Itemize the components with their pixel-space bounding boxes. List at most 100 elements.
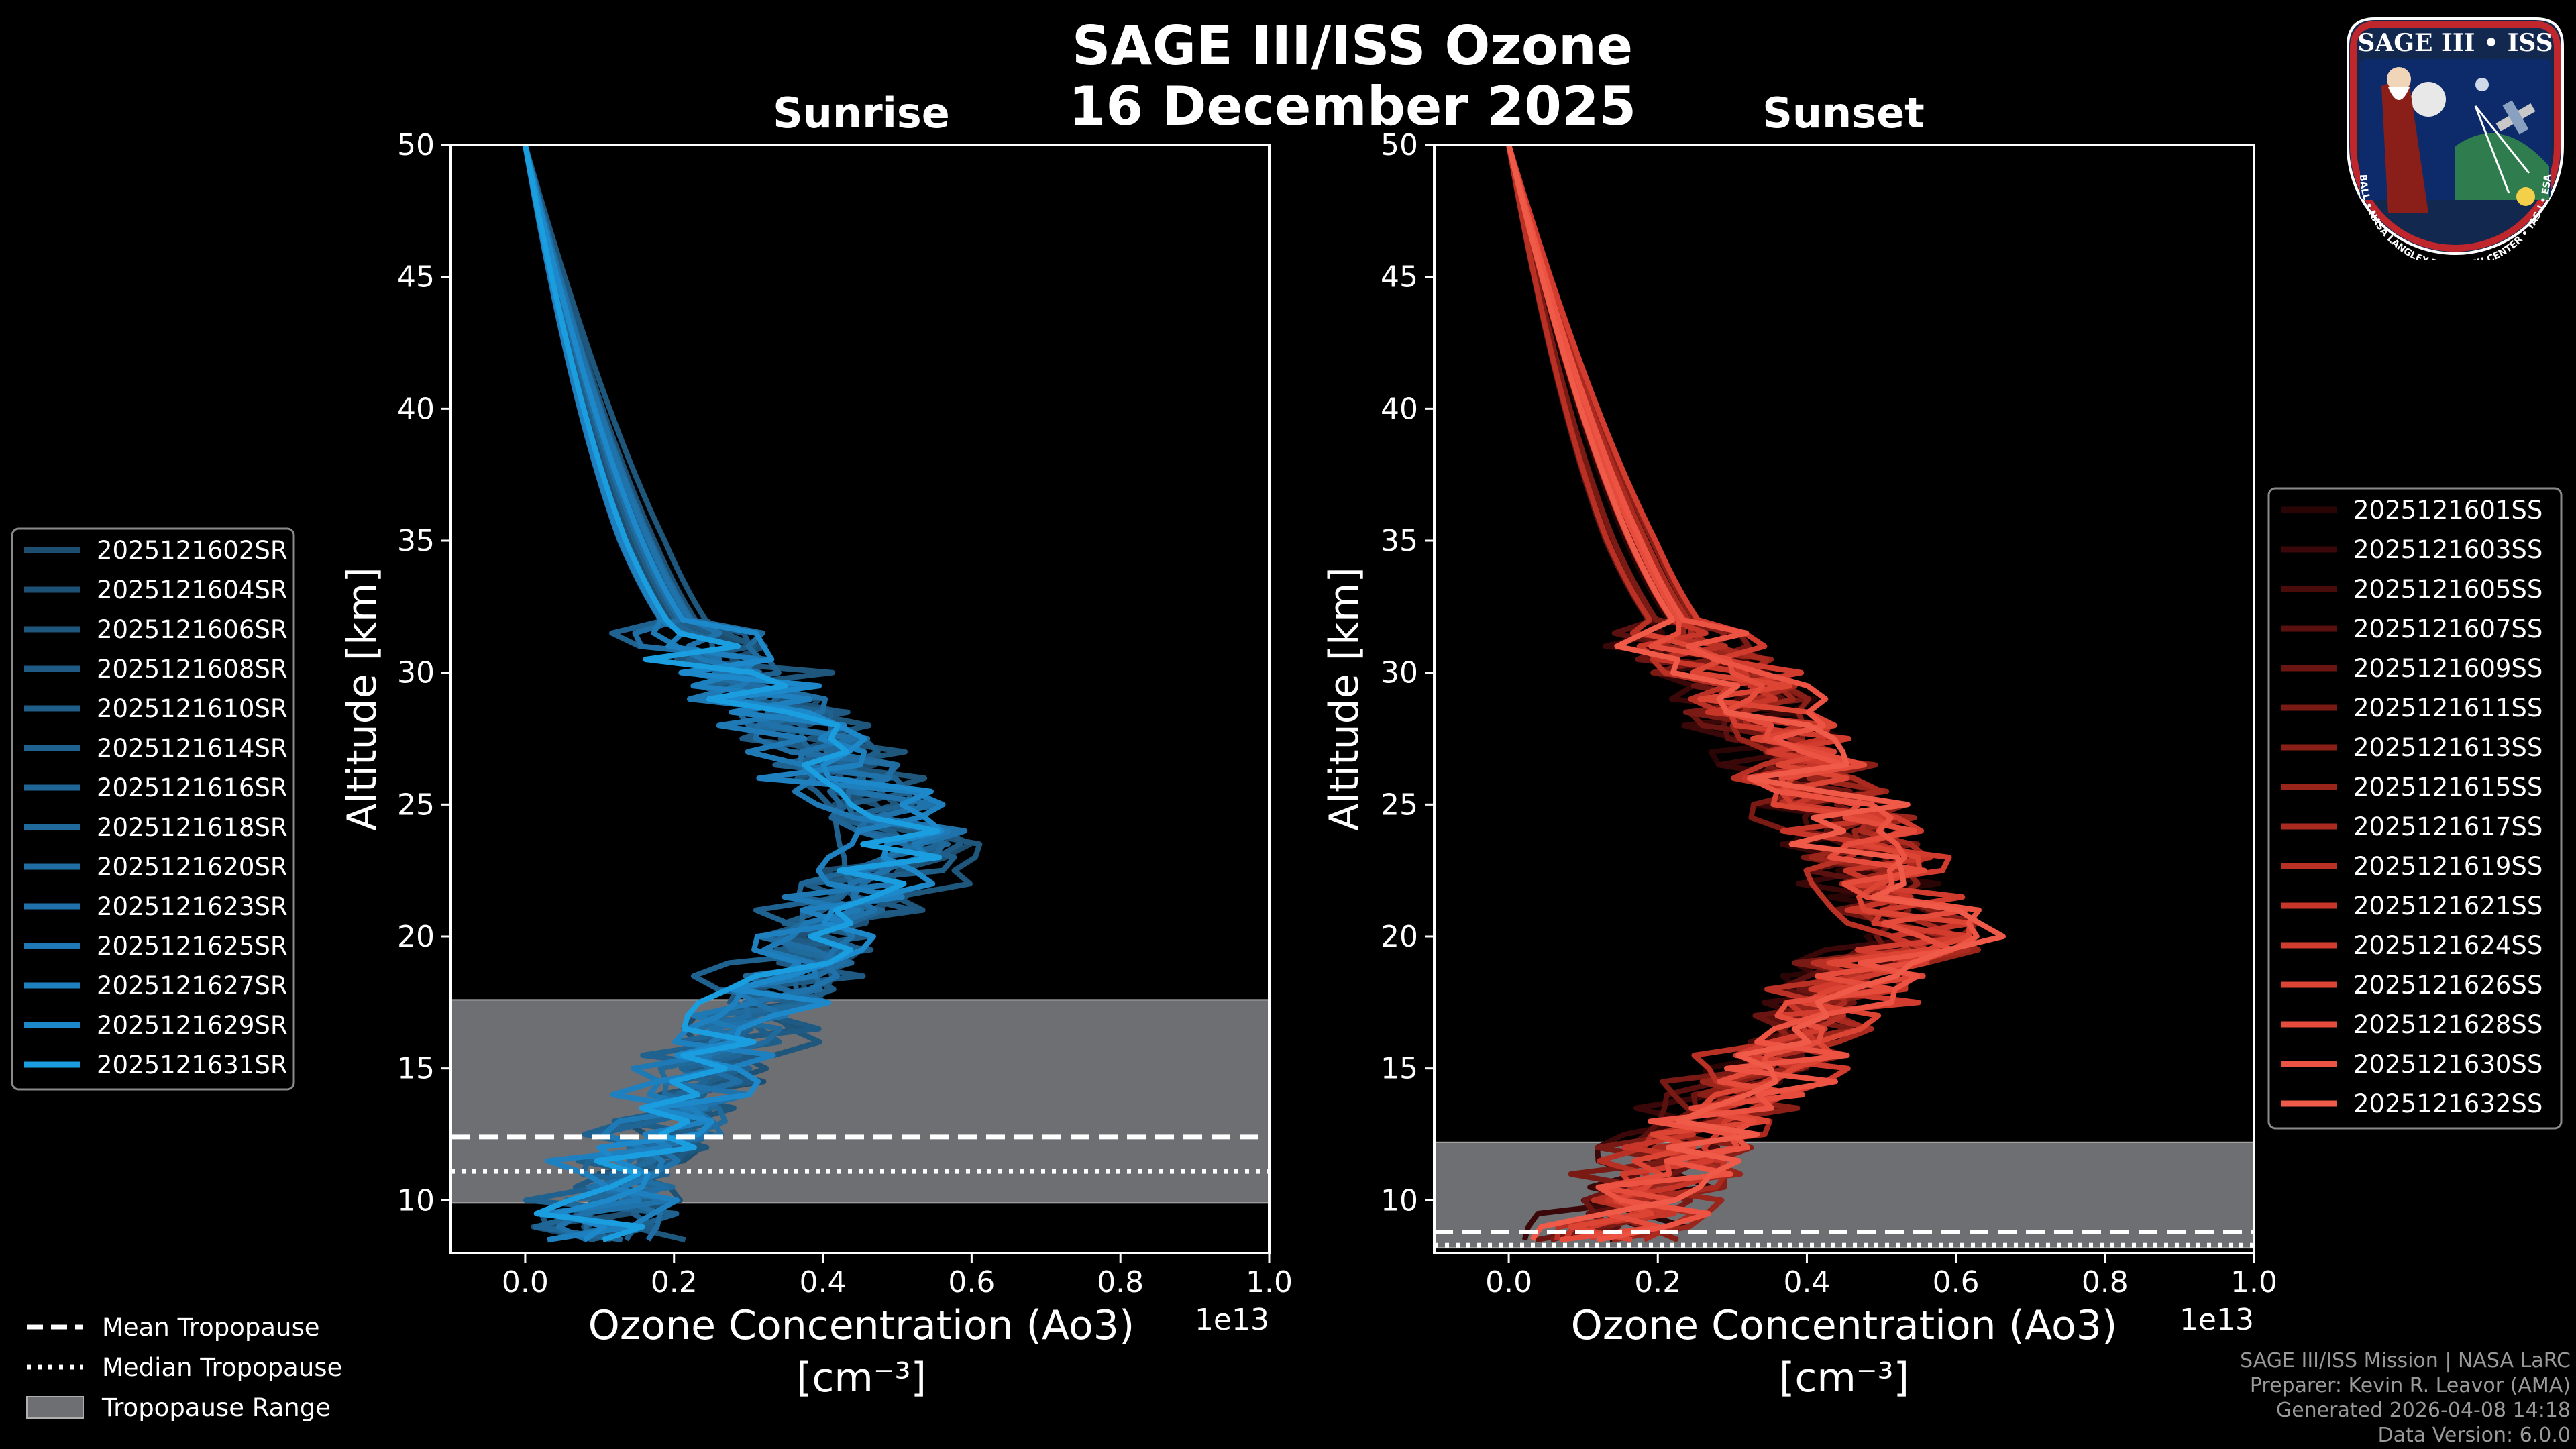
sunset-x-tick-label: 0.2	[1634, 1265, 1681, 1299]
sunrise-y-tick-label: 50	[397, 128, 435, 162]
sunset-x-scale-label: 1e13	[2180, 1303, 2254, 1337]
legend-label-2025121621SS: 2025121621SS	[2353, 892, 2542, 920]
sunrise-y-tick-label: 30	[397, 656, 435, 690]
sunset-x-axis-label: Ozone Concentration (Ao3)	[1571, 1302, 2118, 1349]
sunrise-y-tick-label: 40	[397, 392, 435, 426]
figure-title: SAGE III/ISS Ozone	[1072, 15, 1633, 77]
sunset-y-tick-label: 35	[1381, 524, 1418, 558]
sunrise-x-tick-label: 0.8	[1097, 1265, 1144, 1299]
sunrise-y-tick-label: 15	[397, 1052, 435, 1086]
legend-label-2025121617SS: 2025121617SS	[2353, 812, 2542, 841]
sunset-x-ticks: 0.0 0.2 0.4 0.6 0.8 1.0	[1485, 1253, 2277, 1299]
legend-label-2025121614SR: 2025121614SR	[97, 734, 288, 763]
legend-label-2025121626SS: 2025121626SS	[2353, 971, 2542, 1000]
legend-label-2025121623SR: 2025121623SR	[97, 892, 288, 921]
sunset-y-tick-label: 45	[1381, 260, 1418, 294]
legend-label-2025121613SS: 2025121613SS	[2353, 733, 2542, 762]
legend-label-2025121610SR: 2025121610SR	[97, 694, 288, 723]
sunrise-y-tick-label: 20	[397, 920, 435, 954]
sunset-x-tick-label: 0.8	[2082, 1265, 2129, 1299]
legend-label-2025121620SR: 2025121620SR	[97, 853, 288, 881]
sunset-x-tick-label: 1.0	[2231, 1265, 2277, 1299]
sunrise-legend: 2025121602SR 2025121604SR 2025121606SR 2025…	[11, 527, 295, 1091]
sunrise-panel-title: Sunrise	[773, 89, 950, 138]
legend-label-2025121609SS: 2025121609SS	[2353, 654, 2542, 683]
sunset-legend: 2025121601SS 2025121603SS 2025121605SS 2025…	[2267, 487, 2563, 1130]
legend-label-2025121619SS: 2025121619SS	[2353, 852, 2542, 881]
sunset-y-tick-label: 30	[1381, 656, 1418, 690]
sunset-tropopause-lines	[1434, 1230, 2254, 1248]
legend-label-2025121628SS: 2025121628SS	[2353, 1010, 2542, 1039]
sunrise-y-tick-label: 25	[397, 788, 435, 822]
sunrise-x-ticks: 0.0 0.2 0.4 0.6 0.8 1.0	[502, 1253, 1293, 1299]
sunset-y-ticks: 10 15 20 25 30 35 40 45 50	[1381, 128, 1434, 1218]
logo-title: SAGE III • ISS	[2357, 29, 2553, 57]
sunrise-y-ticks: 10 15 20 25 30 35 40 45 50	[397, 128, 451, 1218]
legend-label-2025121607SS: 2025121607SS	[2353, 614, 2542, 643]
legend-label-2025121605SS: 2025121605SS	[2353, 575, 2542, 604]
sunset-y-tick-label: 10	[1381, 1183, 1418, 1218]
sunset-y-tick-label: 50	[1381, 128, 1418, 162]
legend-label-dotted: Median Tropopause	[102, 1353, 342, 1382]
sunset-profiles	[1506, 145, 2006, 1243]
sunrise-x-tick-label: 0.4	[800, 1265, 847, 1299]
sunset-x-axis-units: [cm⁻³]	[1779, 1354, 1909, 1401]
figure-date: 16 December 2025	[1069, 75, 1636, 138]
sunrise-tropopause-lines	[451, 1134, 1269, 1174]
sunrise-y-tick-label: 35	[397, 524, 435, 558]
sunrise-plot: 0.0 0.2 0.4 0.6 0.8 1.0 10 15 20 25 30 35 40 45 50 1e…	[339, 128, 1293, 1401]
legend-label-2025121601SS: 2025121601SS	[2353, 496, 2542, 525]
legend-label-2025121604SR: 2025121604SR	[97, 576, 288, 604]
sunrise-x-axis-units: [cm⁻³]	[796, 1354, 926, 1401]
sunset-y-tick-label: 40	[1381, 392, 1418, 426]
legend-label-2025121602SR: 2025121602SR	[97, 536, 288, 565]
tropopause-legend: Mean Tropopause Median Tropopause Tropopau…	[26, 1313, 342, 1422]
sunrise-x-scale-label: 1e13	[1195, 1303, 1269, 1337]
legend-label-2025121616SR: 2025121616SR	[97, 773, 288, 802]
sunset-y-axis-label: Altitude [km]	[1321, 567, 1368, 831]
legend-label-2025121627SR: 2025121627SR	[97, 971, 288, 1000]
sunset-plot: 0.0 0.2 0.4 0.6 0.8 1.0 10 15 20 25 30 35 40 45 50 1e…	[1321, 128, 2277, 1401]
sunset-x-tick-label: 0.6	[1933, 1265, 1980, 1299]
sunset-x-tick-label: 0.4	[1783, 1265, 1830, 1299]
credit-line: Generated 2026-04-08 14:18	[2276, 1399, 2571, 1422]
legend-label-2025121606SR: 2025121606SR	[97, 615, 288, 644]
sunrise-y-axis-label: Altitude [km]	[339, 567, 386, 831]
credit-line: Preparer: Kevin R. Leavor (AMA)	[2250, 1374, 2571, 1397]
legend-tropopause-range-swatch	[26, 1396, 84, 1419]
sunset-y-tick-label: 20	[1381, 920, 1418, 954]
profile-line-2025121630SS	[1506, 145, 1982, 1243]
sunset-panel-title: Sunset	[1762, 89, 1925, 138]
legend-label-2025121632SS: 2025121632SS	[2353, 1089, 2542, 1118]
sunrise-y-tick-label: 10	[397, 1183, 435, 1218]
legend-label-2025121603SS: 2025121603SS	[2353, 535, 2542, 564]
profile-line-2025121632SS	[1506, 145, 2006, 1242]
legend-label-2025121630SS: 2025121630SS	[2353, 1050, 2542, 1079]
sunrise-x-tick-label: 0.2	[651, 1265, 698, 1299]
credit-line: SAGE III/ISS Mission | NASA LaRC	[2240, 1349, 2571, 1373]
sunset-x-tick-label: 0.0	[1485, 1265, 1532, 1299]
credits-block: SAGE III/ISS Mission | NASA LaRCPreparer…	[2240, 1349, 2571, 1447]
profile-line-2025121619SS	[1506, 145, 1911, 1240]
legend-label-2025121629SR: 2025121629SR	[97, 1011, 288, 1040]
profile-line-2025121631SR	[522, 145, 943, 1243]
sunrise-legend-frame	[11, 527, 295, 1091]
sage-iii-iss-logo: SAGE III • ISS BALL • NASA LANGLEY RESEA…	[2347, 17, 2564, 260]
profile-line-2025121624SS	[1506, 145, 1973, 1240]
legend-label-2025121618SR: 2025121618SR	[97, 813, 288, 842]
sunset-y-tick-label: 15	[1381, 1052, 1418, 1086]
legend-label-dashed: Mean Tropopause	[102, 1313, 320, 1342]
legend-label-patch: Tropopause Range	[101, 1393, 331, 1422]
legend-label-2025121608SR: 2025121608SR	[97, 655, 288, 684]
credit-line: Data Version: 6.0.0	[2378, 1424, 2571, 1447]
sunrise-y-tick-label: 45	[397, 260, 435, 294]
sunrise-x-tick-label: 0.6	[948, 1265, 995, 1299]
sunrise-profiles	[522, 145, 983, 1243]
legend-label-2025121611SS: 2025121611SS	[2353, 694, 2542, 722]
legend-label-2025121631SR: 2025121631SR	[97, 1051, 288, 1079]
legend-label-2025121615SS: 2025121615SS	[2353, 773, 2542, 802]
sunset-axes-frame	[1433, 144, 2255, 1254]
legend-label-2025121624SS: 2025121624SS	[2353, 931, 2542, 960]
sunrise-x-tick-label: 0.0	[502, 1265, 549, 1299]
